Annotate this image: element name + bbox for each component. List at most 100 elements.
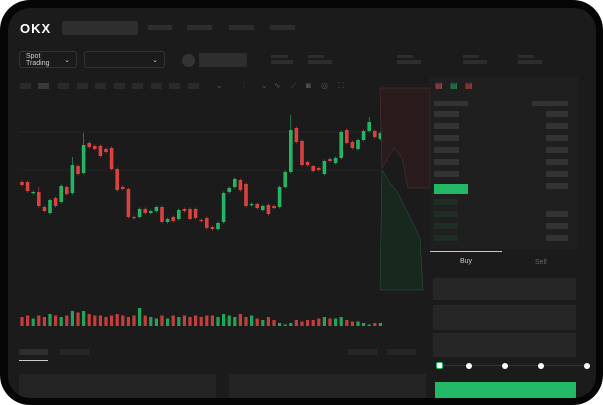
candle	[216, 223, 220, 229]
volume-bar	[283, 324, 287, 326]
interval-button[interactable]	[58, 83, 69, 89]
candle	[193, 209, 198, 218]
stat-label	[308, 55, 324, 58]
slider-step-50[interactable]	[502, 363, 508, 369]
candle	[188, 209, 192, 219]
volume-bar	[37, 315, 41, 326]
volume-bar	[171, 315, 175, 326]
volume-group	[20, 308, 382, 326]
market-type-dropdown[interactable]: Spot Trading ⌄	[19, 51, 77, 68]
candle	[31, 192, 35, 194]
nav-item[interactable]	[187, 25, 212, 30]
orderbook-both-icon[interactable]: ▤	[435, 81, 443, 90]
app-screen: OKX Spot Trading ⌄ ⌄ ⌄ ⫶ ⌄ ∿ ⟋ ◙ ◎ ⛶	[8, 8, 596, 398]
chevron-down-icon[interactable]: ⌄	[216, 81, 223, 90]
candle	[227, 188, 231, 192]
interval-button[interactable]	[20, 83, 31, 89]
orderbook-bids-icon[interactable]: ▤	[450, 81, 458, 90]
ruler-icon[interactable]: ⟋	[291, 81, 297, 90]
slider-step-100[interactable]	[584, 363, 590, 369]
interval-button[interactable]	[188, 83, 199, 89]
chart-type-icon[interactable]: ⫶	[243, 81, 245, 90]
volume-bar	[48, 314, 52, 326]
volume-bar	[278, 323, 282, 326]
nav-item[interactable]	[229, 25, 254, 30]
volume-bar	[373, 323, 377, 326]
amount-input[interactable]	[433, 305, 576, 330]
buy-submit-button[interactable]	[435, 382, 576, 398]
volume-bar	[70, 311, 74, 326]
nav-item[interactable]	[270, 25, 295, 30]
order-book: ▤ ▤ ▤	[430, 77, 578, 249]
volume-bar	[115, 314, 119, 326]
volume-bar	[121, 315, 125, 326]
candle	[25, 182, 30, 191]
nav-item[interactable]	[148, 25, 172, 30]
search-bar[interactable]	[62, 21, 138, 35]
candle	[171, 217, 175, 221]
bid-price	[434, 199, 458, 205]
price-input[interactable]	[433, 278, 576, 300]
filter-button[interactable]	[348, 349, 377, 355]
total-input[interactable]	[433, 333, 576, 357]
ask-price	[434, 123, 459, 129]
tab-history[interactable]	[60, 349, 89, 355]
candle	[356, 140, 360, 149]
chevron-down-icon[interactable]: ⌄	[261, 81, 268, 90]
camera-icon[interactable]: ◙	[306, 81, 311, 90]
candle	[165, 219, 170, 222]
volume-bar	[143, 315, 147, 326]
candle	[177, 210, 181, 219]
candle	[143, 209, 147, 213]
candle	[48, 200, 52, 213]
volume-bar	[294, 320, 298, 326]
ask-size	[546, 111, 568, 117]
candle	[154, 207, 159, 211]
amount-slider-handle[interactable]	[436, 362, 443, 369]
interval-button[interactable]	[95, 83, 106, 89]
bid-size	[546, 223, 568, 229]
amount-slider-track[interactable]	[439, 365, 587, 366]
chevron-down-icon: ⌄	[152, 56, 158, 64]
interval-button[interactable]	[132, 83, 143, 89]
sell-tab[interactable]: Sell	[535, 259, 547, 266]
ask-size	[546, 135, 568, 141]
interval-button[interactable]	[169, 83, 180, 89]
candle	[98, 146, 103, 156]
volume-bar	[289, 323, 293, 326]
volume-bar	[317, 318, 321, 326]
assets-panel	[229, 374, 426, 398]
candle	[93, 146, 97, 149]
candle	[126, 189, 131, 217]
okx-logo[interactable]: OKX	[20, 21, 52, 36]
candle	[289, 130, 293, 172]
volume-bar	[126, 317, 130, 326]
buy-tab[interactable]: Buy	[460, 258, 473, 265]
indicator-icon[interactable]: ∿	[274, 81, 281, 90]
ask-price	[434, 111, 459, 117]
interval-button[interactable]	[151, 83, 162, 89]
volume-bar	[306, 320, 310, 326]
candlestick-chart[interactable]	[8, 8, 596, 348]
volume-bar	[345, 320, 349, 326]
slider-step-75[interactable]	[538, 363, 544, 369]
settings-icon[interactable]: ◎	[321, 81, 328, 90]
pair-dropdown[interactable]: ⌄	[84, 51, 165, 68]
candle	[333, 158, 338, 163]
orderbook-asks-icon[interactable]: ▤	[465, 81, 473, 90]
volume-bar	[378, 323, 382, 326]
interval-button[interactable]	[114, 83, 125, 89]
volume-bar	[266, 317, 270, 326]
volume-bar	[59, 317, 63, 326]
filter-button[interactable]	[387, 349, 416, 355]
interval-button[interactable]	[77, 83, 88, 89]
slider-step-25[interactable]	[466, 363, 472, 369]
volume-bar	[160, 315, 164, 326]
ask-size	[546, 147, 568, 153]
volume-bar	[300, 321, 304, 326]
fullscreen-icon[interactable]: ⛶	[338, 81, 344, 90]
interval-button[interactable]	[38, 83, 49, 89]
depth-bids-area	[379, 169, 424, 291]
tab-open-orders[interactable]	[19, 349, 48, 355]
chevron-down-icon: ⌄	[64, 56, 70, 64]
